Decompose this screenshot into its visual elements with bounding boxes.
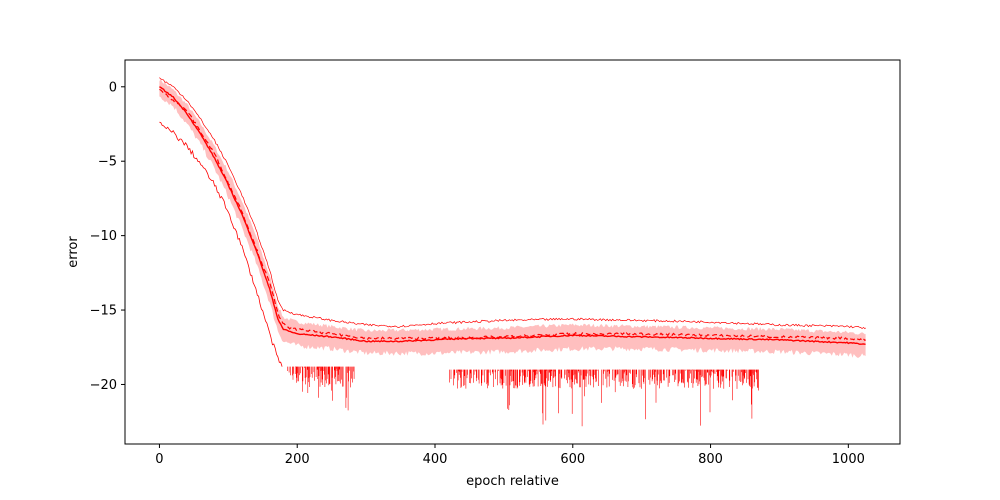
y-tick-label: −10 xyxy=(90,229,117,244)
y-tick-label: −15 xyxy=(90,304,117,319)
y-tick-label: −20 xyxy=(90,378,117,393)
ticks: 0 200 400 600 800 1000 0 −5 −10 −15 −20 xyxy=(90,80,865,467)
y-tick-label: −5 xyxy=(98,155,117,170)
spike-segment-0 xyxy=(287,366,355,411)
x-axis-label: epoch relative xyxy=(466,474,559,489)
spike-segment-1 xyxy=(448,369,759,427)
x-tick-label: 600 xyxy=(560,452,585,467)
plot-area xyxy=(159,77,866,427)
axes-frame xyxy=(124,59,901,445)
y-axis-label: error xyxy=(66,236,81,268)
y-tick-label: 0 xyxy=(109,80,117,95)
x-tick-label: 200 xyxy=(285,452,310,467)
x-tick-label: 1000 xyxy=(832,452,865,467)
series-lower-line xyxy=(159,121,283,367)
x-tick-label: 800 xyxy=(698,452,723,467)
series-mean-line xyxy=(159,86,866,345)
x-tick-label: 400 xyxy=(423,452,448,467)
x-tick-label: 0 xyxy=(155,452,163,467)
series-upper-line xyxy=(159,77,866,330)
series-dashed-line xyxy=(159,88,866,342)
